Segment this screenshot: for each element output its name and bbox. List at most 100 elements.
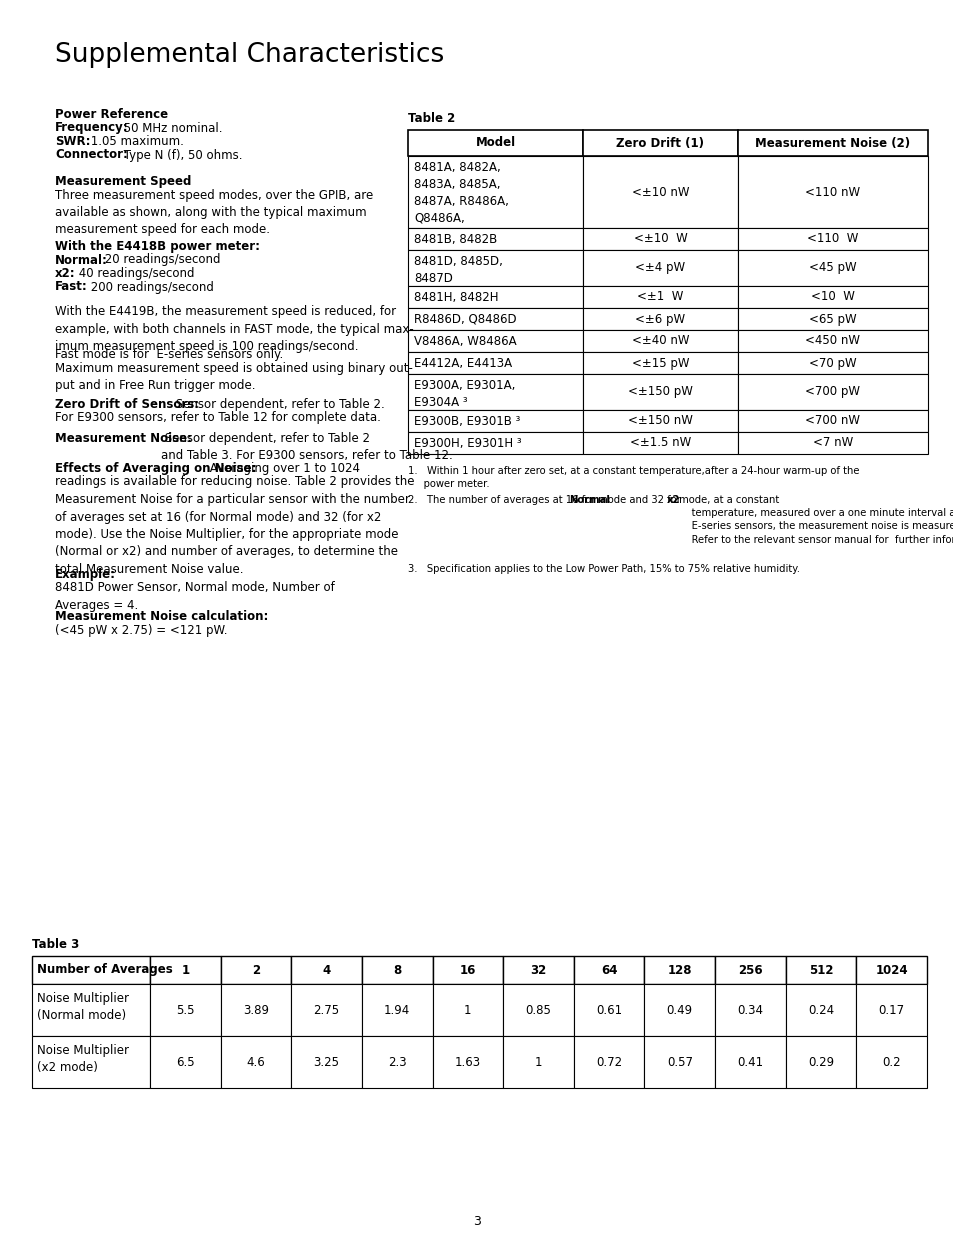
Bar [738,410,927,432]
Text: With the E4419B, the measurement speed is reduced, for
example, with both channe: With the E4419B, the measurement speed i… [55,305,414,353]
Bar [408,330,582,352]
Bar [738,330,927,352]
Text: 2: 2 [252,963,260,977]
Text: Averaging over 1 to 1024: Averaging over 1 to 1024 [206,462,359,475]
Bar [408,287,582,308]
Text: 0.34: 0.34 [737,1004,762,1016]
Text: 128: 128 [667,963,691,977]
Bar [738,130,927,156]
Text: 200 readings/second: 200 readings/second [87,280,213,294]
Bar [738,374,927,410]
Text: Fast:: Fast: [55,280,88,294]
Text: 8481A, 8482A,
8483A, 8485A,
8487A, R8486A,
Q8486A,: 8481A, 8482A, 8483A, 8485A, 8487A, R8486… [414,161,508,225]
Text: 32: 32 [530,963,546,977]
Bar [644,956,715,984]
Text: 0.17: 0.17 [878,1004,903,1016]
Bar [738,352,927,374]
Text: 3: 3 [473,1215,480,1228]
Text: Effects of Averaging on Noise:: Effects of Averaging on Noise: [55,462,256,475]
Text: 2.   The number of averages at 16 for: 2. The number of averages at 16 for [408,495,598,505]
Bar [573,984,644,1036]
Text: <700 nW: <700 nW [804,415,860,427]
Bar [408,308,582,330]
Text: x2:: x2: [55,267,75,280]
Text: 2.75: 2.75 [314,1004,339,1016]
Text: E9300A, E9301A,
E9304A ³: E9300A, E9301A, E9304A ³ [414,379,515,409]
Text: 1: 1 [535,1056,541,1068]
Text: R8486D, Q8486D: R8486D, Q8486D [414,312,517,326]
Text: 1.   Within 1 hour after zero set, at a constant temperature,after a 24-hour war: 1. Within 1 hour after zero set, at a co… [408,466,859,489]
Text: readings is available for reducing noise. Table 2 provides the
Measurement Noise: readings is available for reducing noise… [55,475,414,576]
Text: 512: 512 [808,963,832,977]
Bar [502,1036,573,1088]
Bar [408,228,582,249]
Bar [408,249,582,287]
Text: Measurement Speed: Measurement Speed [55,175,192,188]
Bar [582,352,738,374]
Text: Noise Multiplier
(Normal mode): Noise Multiplier (Normal mode) [37,992,129,1021]
Bar [785,1036,856,1088]
Bar [582,156,738,228]
Bar [408,374,582,410]
Text: Table 2: Table 2 [408,112,455,125]
Bar [573,1036,644,1088]
Bar [644,1036,715,1088]
Bar [291,984,361,1036]
Text: <65 pW: <65 pW [808,312,856,326]
Text: 0.85: 0.85 [525,1004,551,1016]
Text: Number of Averages: Number of Averages [37,963,172,977]
Text: Example:: Example: [55,568,116,580]
Bar [582,330,738,352]
Text: Type N (f), 50 ohms.: Type N (f), 50 ohms. [120,148,242,162]
Text: <110  W: <110 W [806,232,858,246]
Text: Frequency:: Frequency: [55,121,129,135]
Text: <±15 pW: <±15 pW [631,357,688,369]
Bar [715,1036,785,1088]
Bar [582,287,738,308]
Text: 1.63: 1.63 [455,1056,480,1068]
Text: Table 3: Table 3 [32,939,79,951]
Text: Connector:: Connector: [55,148,128,162]
Bar [502,984,573,1036]
Bar [32,1036,150,1088]
Bar [582,374,738,410]
Text: 50 MHz nominal.: 50 MHz nominal. [120,121,222,135]
Bar [715,956,785,984]
Bar [220,984,291,1036]
Bar [573,956,644,984]
Bar [738,156,927,228]
Text: 0.41: 0.41 [737,1056,762,1068]
Text: 1.05 maximum.: 1.05 maximum. [87,135,184,148]
Text: 0.57: 0.57 [666,1056,692,1068]
Bar [408,352,582,374]
Text: 8481D, 8485D,
8487D: 8481D, 8485D, 8487D [414,254,502,285]
Bar [408,130,582,156]
Text: Sensor dependent, refer to Table 2
and Table 3. For E9300 sensors, refer to Tabl: Sensor dependent, refer to Table 2 and T… [161,432,453,462]
Text: Normal: Normal [569,495,610,505]
Bar [582,410,738,432]
Bar [291,956,361,984]
Bar [361,1036,432,1088]
Text: 4.6: 4.6 [246,1056,265,1068]
Text: 64: 64 [600,963,617,977]
Text: 1: 1 [181,963,190,977]
Bar [150,956,220,984]
Bar [582,228,738,249]
Bar [408,432,582,454]
Bar [644,984,715,1036]
Bar [502,956,573,984]
Text: mode and 32 for: mode and 32 for [595,495,683,505]
Text: For E9300 sensors, refer to Table 12 for complete data.: For E9300 sensors, refer to Table 12 for… [55,411,380,425]
Text: <±150 nW: <±150 nW [627,415,692,427]
Bar [361,956,432,984]
Text: <±150 pW: <±150 pW [627,385,692,399]
Bar [582,308,738,330]
Text: <±1.5 nW: <±1.5 nW [629,436,690,450]
Text: 8: 8 [393,963,401,977]
Text: <±4 pW: <±4 pW [635,262,685,274]
Text: <±10  W: <±10 W [633,232,687,246]
Bar [432,956,502,984]
Text: Supplemental Characteristics: Supplemental Characteristics [55,42,444,68]
Text: <±1  W: <±1 W [637,290,683,304]
Text: 256: 256 [738,963,761,977]
